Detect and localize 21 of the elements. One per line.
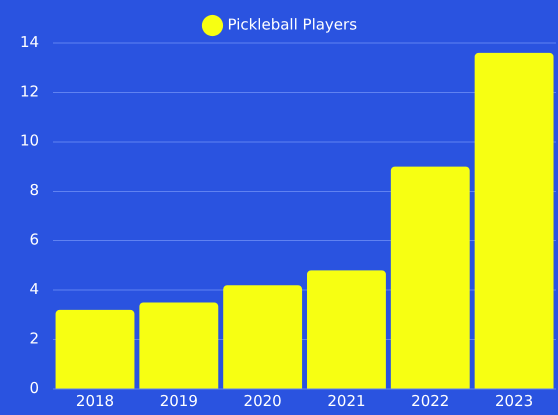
x-tick-label: 2018: [76, 392, 114, 410]
x-tick-label: 2021: [327, 392, 366, 410]
y-tick-label: 10: [20, 132, 40, 150]
x-tick-label: 2022: [411, 392, 450, 410]
x-tick-label: 2023: [494, 392, 534, 410]
x-tick-label: 2019: [160, 392, 198, 410]
bar: [474, 52, 554, 388]
y-tick-label: 8: [30, 181, 40, 200]
y-tick-label: 12: [20, 82, 40, 100]
x-tick-label: 2020: [244, 392, 282, 410]
bar: [307, 270, 386, 388]
y-tick-label: 4: [30, 280, 40, 298]
bar: [390, 166, 470, 388]
y-tick-label: 6: [30, 230, 40, 249]
y-tick-label: 14: [20, 32, 40, 51]
legend-label: Pickleball Players: [227, 15, 358, 34]
bar: [56, 310, 134, 388]
bar: [139, 302, 218, 388]
bar: [223, 285, 302, 388]
y-tick-label: 0: [30, 378, 40, 397]
y-tick-label: 2: [30, 329, 40, 348]
